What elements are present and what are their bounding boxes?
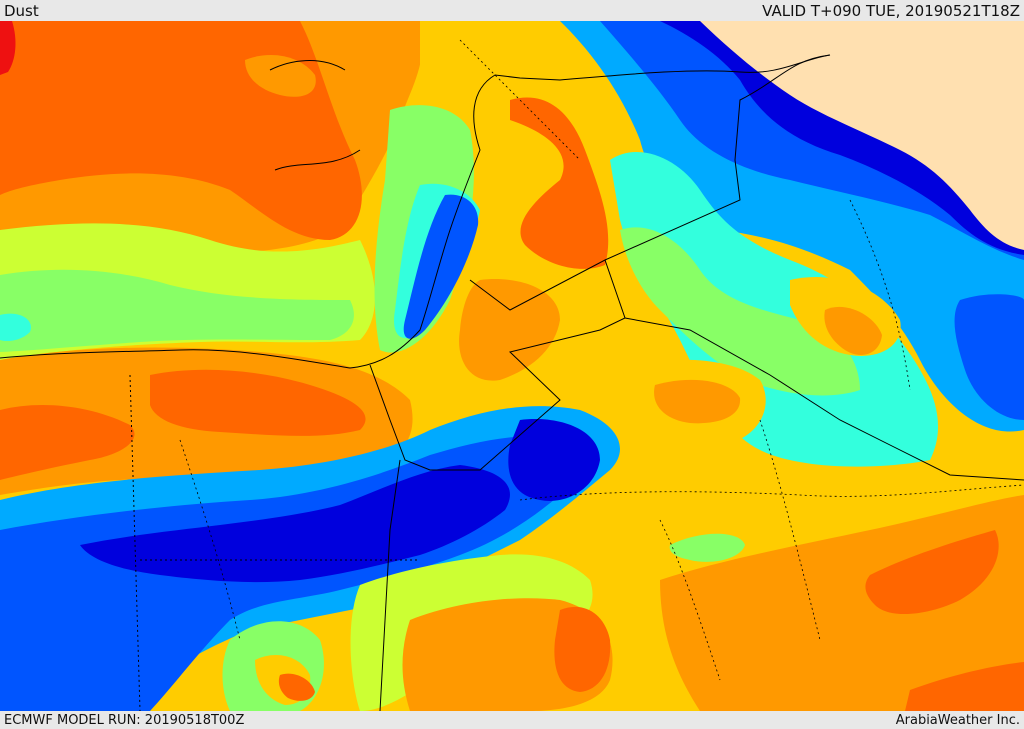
map-footer: ECMWF MODEL RUN: 20190518T00Z ArabiaWeat… bbox=[0, 711, 1024, 729]
west-dark-orange bbox=[0, 405, 135, 480]
province-borders bbox=[179, 39, 1024, 681]
egypt-dark-orange bbox=[150, 369, 366, 436]
model-run-label: ECMWF MODEL RUN: 20190518T00Z bbox=[4, 712, 245, 728]
map-canvas bbox=[0, 21, 1024, 711]
east-blue-patch bbox=[954, 294, 1024, 420]
iraq-orange-spot bbox=[824, 306, 882, 355]
levant-blue-tongue bbox=[403, 194, 479, 339]
med-cyan-spot bbox=[0, 313, 31, 342]
redsea-dark-blue-core bbox=[80, 465, 510, 583]
arabia-east-orange bbox=[660, 495, 1024, 711]
yemen-dark-orange bbox=[554, 606, 611, 692]
turkey-orange-spot bbox=[245, 55, 316, 97]
syria-dark-orange bbox=[510, 97, 609, 269]
red-spot bbox=[0, 21, 16, 75]
country-borders bbox=[0, 54, 1024, 711]
sudan-dark-orange bbox=[278, 673, 315, 701]
arabia-se-dark-orange bbox=[905, 662, 1024, 711]
iraq-green bbox=[620, 227, 860, 396]
redsea-dark-blue-east bbox=[508, 419, 600, 501]
credit-label: ArabiaWeather Inc. bbox=[895, 712, 1020, 728]
field-title: Dust bbox=[4, 1, 39, 20]
arabia-east-dark-orange bbox=[865, 530, 999, 615]
dust-forecast-map[interactable] bbox=[0, 21, 1024, 711]
saudi-orange-spot-2 bbox=[654, 379, 741, 424]
iran-land-no-data bbox=[700, 21, 1024, 250]
valid-time-label: VALID T+090 TUE, 20190521T18Z bbox=[762, 1, 1020, 20]
arabia-green-patch bbox=[669, 533, 745, 562]
map-header: Dust VALID T+090 TUE, 20190521T18Z bbox=[0, 0, 1024, 21]
jordan-orange bbox=[459, 279, 560, 381]
med-green-inner bbox=[0, 269, 354, 352]
